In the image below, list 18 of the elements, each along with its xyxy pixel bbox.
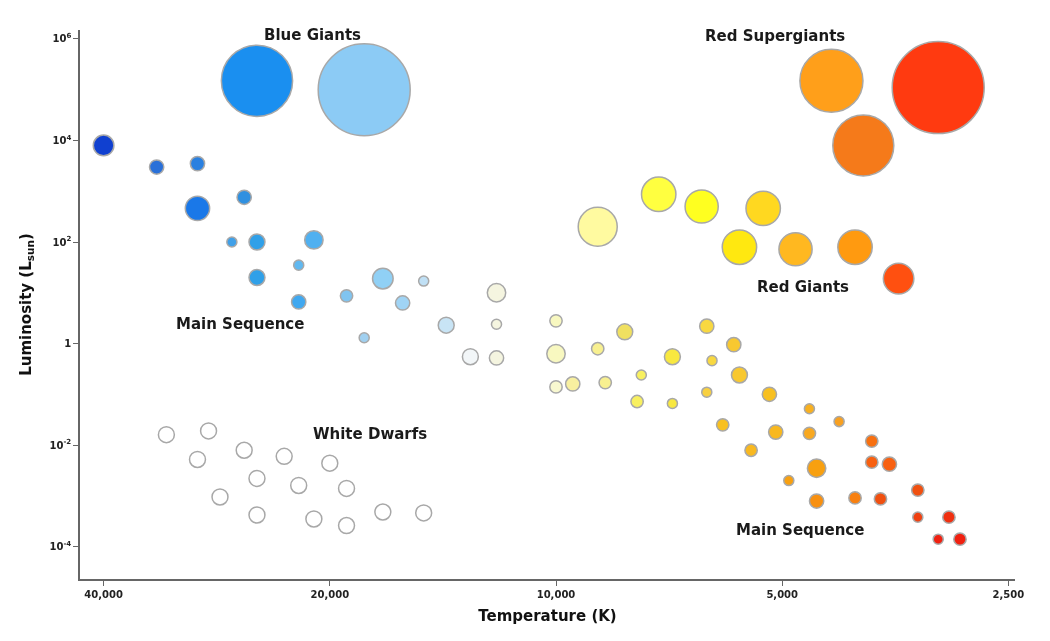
annotation: Main Sequence [736, 521, 865, 539]
annotation: Main Sequence [176, 315, 305, 333]
y-tick-label: 10$^{-2}$ [49, 438, 72, 451]
x-tick-label: 20,000 [310, 588, 350, 600]
x-tick-label: 2,500 [992, 588, 1025, 600]
x-tick-label: 5,000 [766, 588, 799, 600]
annotation: Red Giants [757, 278, 850, 296]
y-tick-label: 10$^{-4}$ [49, 539, 72, 553]
x-tick-label: 40,000 [84, 588, 123, 600]
y-tick-label: 10$^{6}$ [52, 32, 72, 45]
x-tick-label: 10,000 [536, 588, 576, 600]
y-tick-label: 10$^{2}$ [52, 235, 72, 248]
y-tick-label: 10$^{4}$ [52, 133, 72, 146]
annotation: Red Supergiants [705, 27, 846, 45]
x-axis-title: Temperature (K) [478, 607, 617, 626]
annotation: Blue Giants [264, 26, 362, 44]
annotation: White Dwarfs [313, 425, 428, 443]
y-tick-label: 1 [64, 338, 72, 350]
